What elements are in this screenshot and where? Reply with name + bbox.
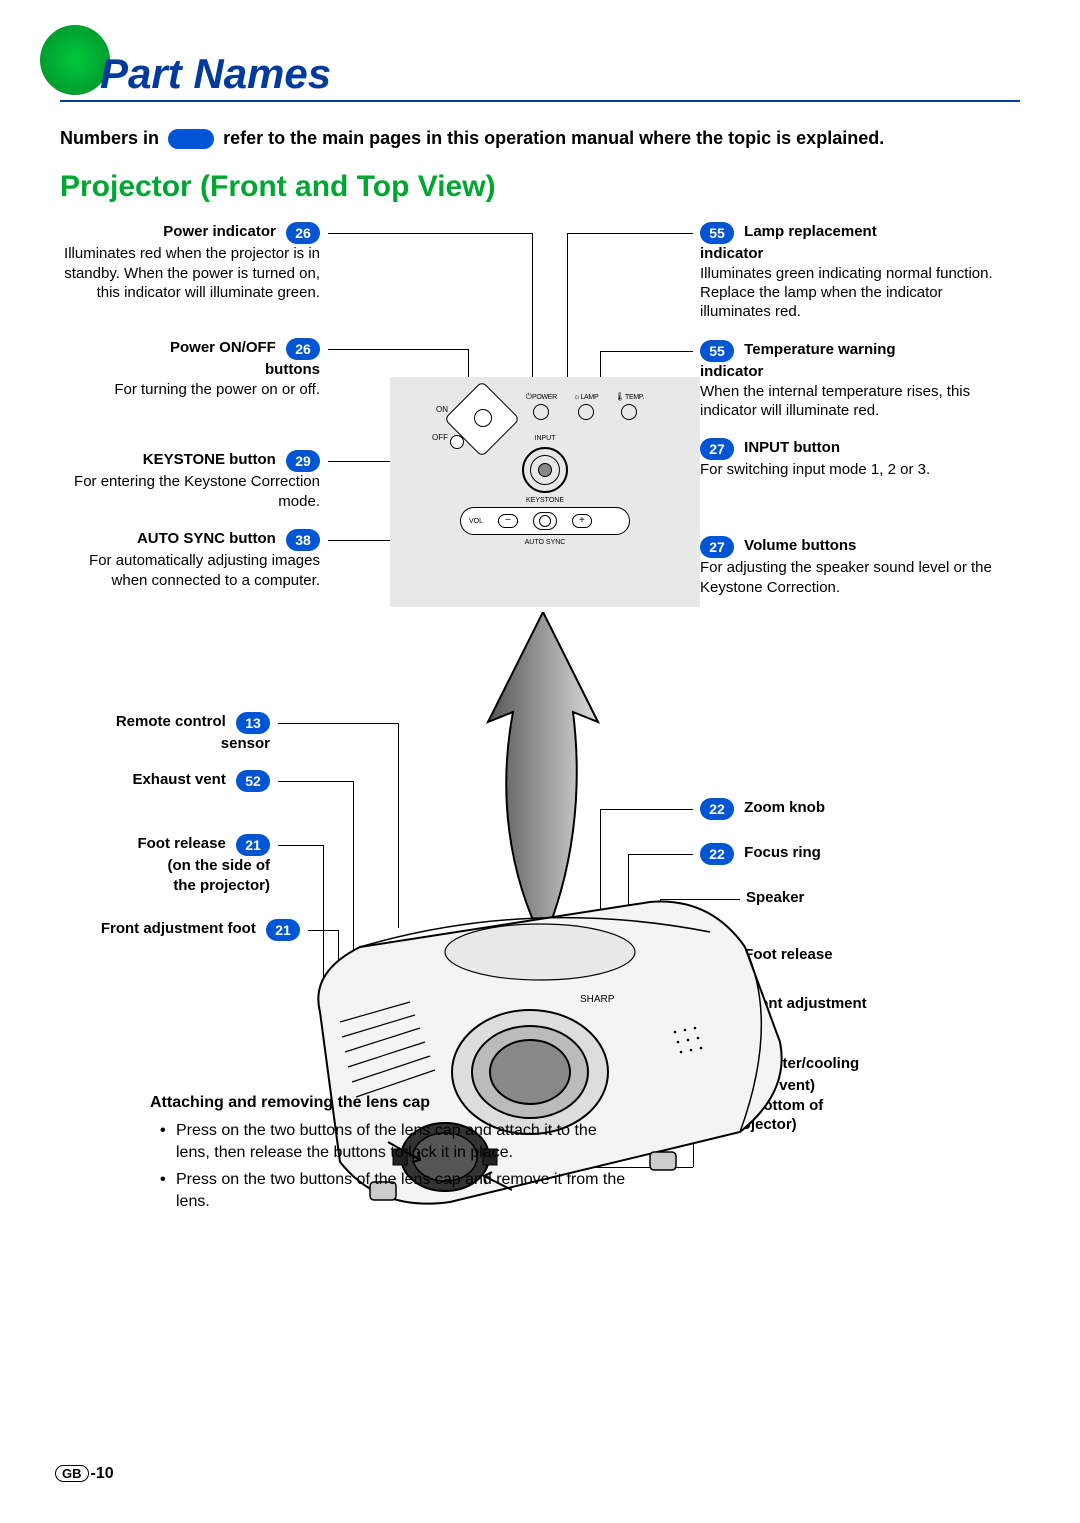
- vol-minus-icon: −: [498, 514, 518, 528]
- label-desc: When the internal temperature rises, thi…: [700, 382, 1000, 420]
- leader-line: [567, 233, 568, 393]
- label-volume-buttons: 27 Volume buttons For adjusting the spea…: [700, 536, 1000, 596]
- label-title-line2: (on the side ofthe projector): [60, 856, 270, 894]
- label-focus-ring: 22 Focus ring: [700, 843, 980, 865]
- page-pill: 55: [700, 340, 734, 362]
- label-title: Exhaust vent: [132, 771, 225, 788]
- label-title: Power indicator: [163, 223, 276, 240]
- section-title: Projector (Front and Top View): [60, 170, 1020, 204]
- page-pill: 52: [236, 770, 270, 792]
- lenscap-step: Press on the two buttons of the lens cap…: [160, 1169, 630, 1212]
- volume-bar-icon: VOL − + VOL: [460, 507, 630, 535]
- label-title: Zoom knob: [744, 799, 825, 816]
- page-pill: 26: [286, 338, 320, 360]
- on-label: ON: [436, 405, 448, 414]
- label-power-onoff: Power ON/OFF 26 buttons For turning the …: [60, 338, 320, 398]
- label-title: Focus ring: [744, 844, 821, 861]
- page-ref-pill-example: [168, 129, 214, 149]
- title-wrap: Part Names: [60, 50, 1020, 102]
- svg-text:SHARP: SHARP: [580, 994, 615, 1005]
- page-pill: 22: [700, 798, 734, 820]
- label-title: Remote control: [116, 713, 226, 730]
- vol-center-icon: [533, 512, 557, 530]
- label-title-line2: sensor: [60, 734, 270, 753]
- page-pill: 22: [700, 843, 734, 865]
- page-pill: 27: [700, 536, 734, 558]
- page-number: -10: [91, 1465, 114, 1482]
- label-title: KEYSTONE button: [143, 451, 276, 468]
- label-foot-release-side: Foot release 21 (on the side ofthe proje…: [60, 834, 270, 894]
- label-desc: For automatically adjusting images when …: [60, 551, 320, 589]
- intro-after: refer to the main pages in this operatio…: [223, 128, 884, 148]
- label-desc: For adjusting the speaker sound level or…: [700, 558, 1000, 596]
- label-keystone: KEYSTONE button 29 For entering the Keys…: [60, 450, 320, 510]
- indicator-icons-row: ⏻POWER ☼LAMP 🌡TEMP.: [525, 393, 645, 423]
- label-desc: For turning the power on or off.: [60, 380, 320, 399]
- input-button-icon: [522, 447, 568, 493]
- page-pill: 55: [700, 222, 734, 244]
- power-indicator-icon: ⏻POWER: [525, 393, 558, 423]
- power-button-icon: [474, 409, 492, 427]
- label-desc: For entering the Keystone Correction mod…: [60, 472, 320, 510]
- temp-indicator-icon: 🌡TEMP.: [614, 393, 645, 423]
- label-title-line2: buttons: [60, 360, 320, 379]
- page-pill: 27: [700, 438, 734, 460]
- leader-line: [628, 854, 693, 855]
- leader-line: [600, 351, 693, 352]
- leader-line: [278, 723, 398, 724]
- leader-line: [600, 809, 693, 810]
- label-lamp-replacement: 55 Lamp replacementindicator Illuminates…: [700, 222, 1000, 321]
- label-input-button: 27 INPUT button For switching input mode…: [700, 438, 1000, 479]
- intro-text: Numbers in refer to the main pages in th…: [60, 127, 1020, 150]
- leader-line: [278, 845, 323, 846]
- label-power-indicator: Power indicator 26 Illuminates red when …: [60, 222, 320, 302]
- label-remote-sensor: Remote control 13 sensor: [60, 712, 270, 753]
- label-front-adj-left: Front adjustment foot 21: [60, 919, 300, 941]
- label-zoom-knob: 22 Zoom knob: [700, 798, 980, 820]
- keystone-tiny-label: KEYSTONE: [526, 497, 564, 504]
- leader-line: [328, 349, 468, 350]
- label-title: AUTO SYNC button: [137, 530, 276, 547]
- label-title: Front adjustment foot: [101, 920, 256, 937]
- vol-plus-icon: +: [572, 514, 592, 528]
- label-autosync: AUTO SYNC button 38 For automatically ad…: [60, 529, 320, 589]
- lenscap-instructions: Attaching and removing the lens cap Pres…: [150, 1092, 630, 1218]
- page-pill: 29: [286, 450, 320, 472]
- label-title: Power ON/OFF: [170, 339, 276, 356]
- leader-line: [567, 233, 693, 234]
- gb-badge: GB: [55, 1465, 89, 1482]
- page-pill: 26: [286, 222, 320, 244]
- intro-before: Numbers in: [60, 128, 159, 148]
- lamp-indicator-icon: ☼LAMP: [572, 393, 600, 423]
- vol-label: VOL: [469, 518, 483, 525]
- label-temp-warning: 55 Temperature warningindicator When the…: [700, 340, 1000, 420]
- label-desc: Illuminates green indicating normal func…: [700, 264, 1000, 322]
- page-footer: GB-10: [55, 1465, 114, 1483]
- off-label: OFF: [432, 433, 448, 442]
- control-panel-closeup: ON OFF ⏻POWER ☼LAMP 🌡TEMP. INPUT KEYSTON…: [390, 377, 700, 607]
- label-title: INPUT button: [744, 439, 840, 456]
- off-button-icon: [450, 435, 464, 449]
- label-exhaust: Exhaust vent 52: [60, 770, 270, 792]
- leader-line: [532, 233, 533, 393]
- page-pill: 38: [286, 529, 320, 551]
- label-desc: Illuminates red when the projector is in…: [60, 244, 320, 302]
- autosync-tiny-label: AUTO SYNC: [525, 539, 566, 546]
- leader-line: [328, 233, 532, 234]
- label-title: Volume buttons: [744, 537, 856, 554]
- lenscap-title: Attaching and removing the lens cap: [150, 1092, 630, 1114]
- leader-line: [278, 781, 353, 782]
- lenscap-step: Press on the two buttons of the lens cap…: [160, 1120, 630, 1163]
- diagram-area: Power indicator 26 Illuminates red when …: [60, 222, 1020, 1322]
- label-desc: For switching input mode 1, 2 or 3.: [700, 460, 1000, 479]
- page-title: Part Names: [60, 50, 1020, 102]
- page-pill: 21: [236, 834, 270, 856]
- input-tiny-label: INPUT: [535, 435, 556, 442]
- label-title: Foot release: [137, 835, 225, 852]
- page-pill: 13: [236, 712, 270, 734]
